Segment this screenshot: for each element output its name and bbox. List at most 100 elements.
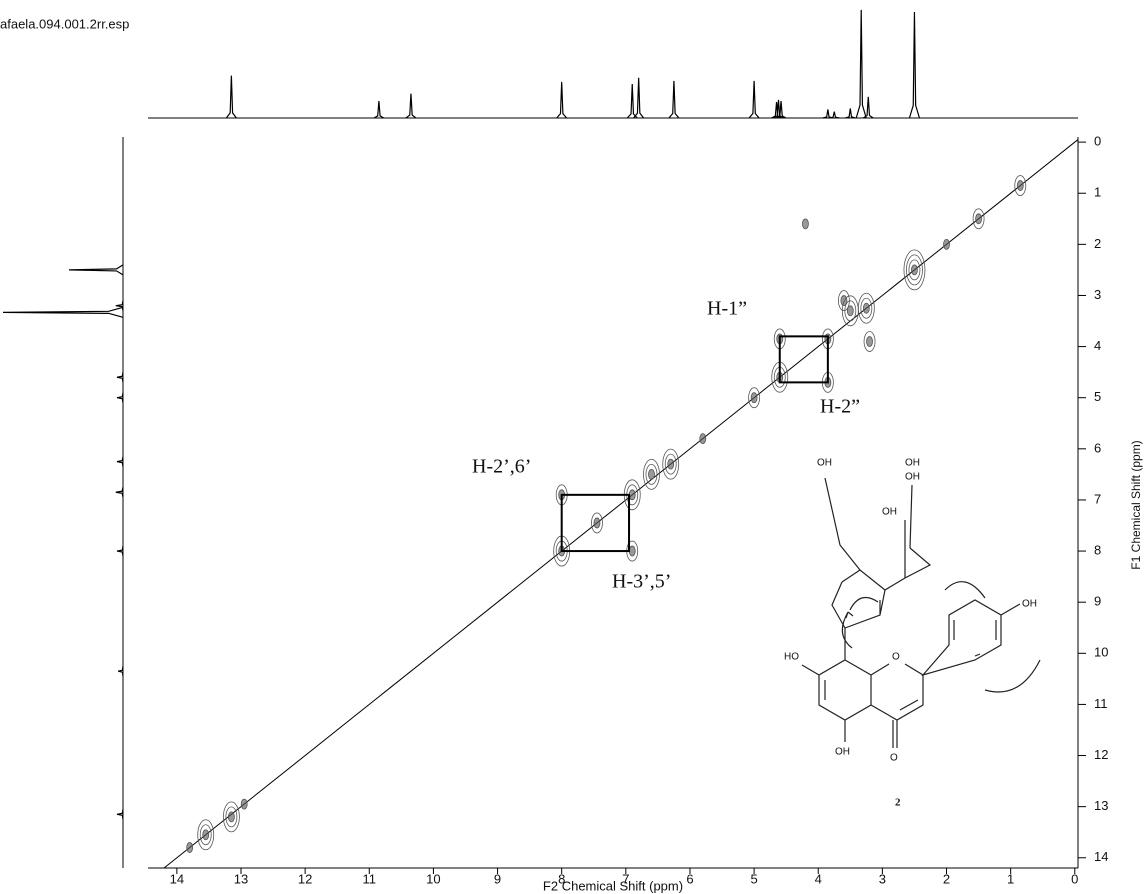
x-tick-label: 8 xyxy=(558,871,565,886)
atom-label: HO xyxy=(784,652,799,663)
y-tick-label: 3 xyxy=(1094,287,1101,302)
structure: OH OH OH OH HO O O OH OH 2 xyxy=(784,458,1041,809)
annotation-box xyxy=(778,335,829,384)
cross-peak xyxy=(903,249,926,291)
x-tick-label: 3 xyxy=(879,871,886,886)
x-tick-label: 11 xyxy=(363,871,377,886)
cross-peak xyxy=(943,238,950,250)
contour xyxy=(846,305,854,317)
contour xyxy=(225,806,238,828)
contour xyxy=(591,512,603,534)
atom-label: O xyxy=(890,753,898,764)
projection-peak xyxy=(855,9,867,119)
projection-peak xyxy=(775,100,787,119)
atom-label: OH xyxy=(882,507,897,518)
y-tick-label: 8 xyxy=(1094,543,1101,558)
contour xyxy=(645,463,658,485)
cross-peak xyxy=(222,801,240,833)
contour xyxy=(837,290,850,311)
projection-peak xyxy=(556,81,568,119)
contour xyxy=(227,811,235,823)
y-tick-label: 2 xyxy=(1094,236,1101,251)
x-tick-label: 0 xyxy=(1071,871,1078,886)
projection-peak xyxy=(633,77,645,119)
cross-peak xyxy=(240,798,248,810)
contour xyxy=(643,458,660,490)
contour xyxy=(972,208,985,230)
contour xyxy=(202,829,210,841)
projection-peak xyxy=(116,392,124,403)
atom-label: OH xyxy=(905,472,920,483)
cross-peak xyxy=(837,290,850,311)
projection-peak xyxy=(845,108,856,119)
cross-peak xyxy=(972,208,985,230)
x-tick-label: 5 xyxy=(750,871,757,886)
contour xyxy=(593,517,601,529)
y-tick-label: 4 xyxy=(1094,338,1101,353)
projection-peak xyxy=(626,84,638,119)
contour xyxy=(906,254,923,286)
projection-peak xyxy=(116,545,124,557)
y-tick-label: 9 xyxy=(1094,594,1101,609)
cross-peak xyxy=(1014,175,1027,196)
atom-label: OH xyxy=(905,458,920,469)
cross-peak xyxy=(591,512,603,534)
contour xyxy=(911,264,918,276)
annotation: H-2” xyxy=(820,396,860,418)
compound-number: 2 xyxy=(895,797,901,809)
projection-peak xyxy=(225,75,237,119)
cross-peak xyxy=(186,842,194,853)
y-tick-label: 12 xyxy=(1094,747,1108,762)
structure-bonds xyxy=(801,477,1021,748)
atom-label: OH xyxy=(835,747,850,758)
diagonal xyxy=(163,139,1079,869)
y-axis-title: F1 Chemical Shift (ppm) xyxy=(1129,440,1143,569)
cross-peak xyxy=(841,295,859,327)
y-tick-label: 13 xyxy=(1094,798,1108,813)
projection-peak xyxy=(116,372,124,383)
cross-peak xyxy=(699,433,707,445)
annotation: H-2’,6’ xyxy=(472,456,531,478)
projection-peak xyxy=(668,80,680,119)
projection-peak xyxy=(829,111,840,119)
projection-peak xyxy=(373,100,385,119)
y-tick-label: 14 xyxy=(1094,849,1108,864)
chart-title: afaela.094.001.2rr.esp xyxy=(0,16,129,31)
contour xyxy=(648,468,655,480)
projection-peak xyxy=(116,809,124,820)
contour xyxy=(667,458,675,470)
projection-peak xyxy=(862,96,874,119)
x-tick-label: 13 xyxy=(234,871,248,886)
contour xyxy=(943,238,950,250)
contour xyxy=(628,545,636,557)
atom-label: OH xyxy=(1022,599,1037,610)
projection-peak xyxy=(773,99,784,119)
cosy-arrows xyxy=(841,581,1041,693)
contour xyxy=(908,259,921,281)
cross-peak xyxy=(643,458,660,490)
contour xyxy=(199,824,212,846)
cross-peak xyxy=(197,819,215,851)
x-tick-label: 14 xyxy=(170,871,184,886)
annotation: H-1” xyxy=(707,298,747,320)
contour xyxy=(866,336,873,347)
projection-peak xyxy=(822,109,834,119)
projection-peak xyxy=(68,264,124,276)
cross-peak xyxy=(863,331,876,352)
projection-peak xyxy=(748,80,760,119)
contour xyxy=(802,218,809,230)
y-tick-label: 1 xyxy=(1094,185,1101,200)
contour xyxy=(186,842,194,853)
y-tick-label: 10 xyxy=(1094,645,1108,660)
cross-peak xyxy=(748,387,761,409)
contour xyxy=(662,448,680,480)
contour xyxy=(1014,175,1027,196)
cross-peak xyxy=(662,448,680,480)
projection-peak xyxy=(116,456,124,467)
y-tick-label: 7 xyxy=(1094,491,1101,506)
contour xyxy=(840,295,848,306)
x-tick-label: 10 xyxy=(426,871,440,886)
x-tick-label: 7 xyxy=(622,871,629,886)
contour xyxy=(664,453,677,475)
